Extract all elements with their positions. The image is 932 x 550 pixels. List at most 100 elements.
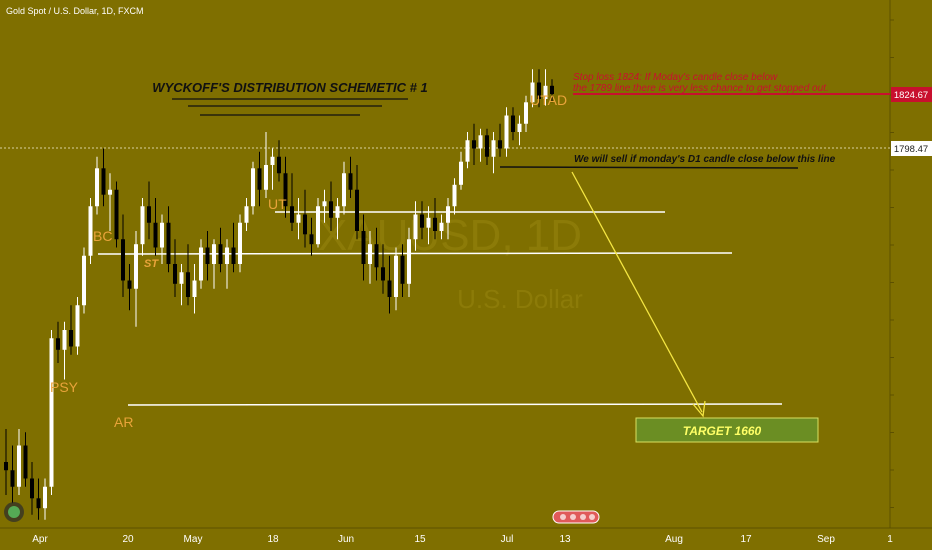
candle-body (478, 135, 483, 149)
candle-body (238, 222, 242, 264)
candle-body (296, 214, 301, 223)
label-utad: UTAD (530, 92, 567, 108)
time-tick-label: 17 (740, 534, 752, 545)
ar-support-line (127, 403, 783, 406)
target-box[interactable] (635, 417, 819, 443)
label-ar: AR (114, 414, 133, 430)
time-tick-label: Jun (338, 534, 354, 545)
candle-body (231, 247, 236, 264)
current-price-tag (891, 141, 932, 156)
symbol-title: Gold Spot / U.S. Dollar, 1D, FXCM (6, 6, 144, 16)
candle-body (368, 244, 372, 264)
candle-body (511, 115, 515, 132)
time-tick-label: Sep (817, 534, 835, 545)
candle-body (23, 445, 28, 479)
candle-body (10, 470, 15, 487)
candle-body (17, 445, 21, 487)
target-arrow-head (692, 400, 706, 418)
candle-body (101, 168, 106, 195)
candle-body (153, 222, 158, 248)
candle-body (465, 140, 470, 162)
candle-body (316, 206, 320, 245)
candle-body (199, 247, 203, 281)
candle-body (407, 239, 411, 284)
candle-body (472, 140, 476, 149)
candle-body (36, 498, 41, 509)
candle-body (498, 140, 502, 149)
label-bc: BC (93, 228, 112, 244)
time-tick-label: Jul (501, 534, 514, 545)
candle-body (264, 165, 268, 190)
candle-body (108, 189, 112, 195)
current-price-label: 1798.47 (894, 144, 928, 155)
candle-body (400, 255, 405, 284)
candle-body (426, 217, 431, 228)
label-st: ST (144, 258, 159, 270)
candle-body (329, 201, 333, 218)
candle-body (452, 184, 457, 207)
candle-body (140, 206, 145, 245)
candle-body (160, 222, 164, 248)
candle-body (212, 244, 216, 264)
candle-body (49, 338, 54, 487)
candle-body (530, 82, 535, 103)
candle-body (43, 486, 47, 509)
candle-body (192, 280, 197, 297)
candle-body (439, 222, 444, 231)
candle-body (186, 272, 190, 297)
candle-body (504, 115, 509, 149)
stop-price-tag (891, 87, 932, 102)
events-badge-icon[interactable] (552, 510, 600, 524)
candle-body (179, 272, 184, 284)
candle-body (309, 234, 314, 245)
candle-body (335, 206, 340, 218)
candle-body (218, 244, 223, 264)
candle-body (277, 156, 281, 174)
candle-body (537, 82, 541, 99)
time-tick-label: 15 (414, 534, 426, 545)
candle-body (485, 135, 489, 157)
candle-body (459, 161, 463, 185)
label-psy: PSY (50, 379, 79, 395)
time-tick-label: Aug (665, 534, 683, 545)
candle-body (205, 247, 210, 264)
candle-body (88, 206, 93, 256)
candle-body (257, 168, 262, 190)
candle-body (491, 140, 496, 157)
candle-body (56, 338, 60, 350)
stop-loss-note-line2: the 1789 line there is very less chance … (573, 83, 829, 94)
candle-body (95, 168, 99, 207)
candle-body (290, 206, 294, 223)
candle-body (420, 214, 424, 228)
candle-body (355, 189, 359, 231)
scheme-title: WYCKOFF'S DISTRIBUTION SCHEMETIC # 1 (152, 80, 427, 95)
candle-body (543, 85, 548, 99)
label-ut: UT (268, 196, 287, 212)
candle-body (134, 244, 138, 289)
candle-body (173, 264, 177, 284)
candle-body (348, 173, 353, 190)
candle-body (524, 102, 528, 124)
candle-body (270, 156, 275, 165)
candle-body (82, 255, 86, 306)
candle-body (446, 206, 450, 223)
time-tick-label: 20 (122, 534, 134, 545)
time-tick-label: Apr (32, 534, 48, 545)
tradingview-logo-icon (4, 502, 24, 522)
time-axis[interactable]: Apr 20 May 18 Jun 15 Jul 13 Aug 17 Sep 1 (32, 534, 893, 545)
target-label: TARGET 1660 (683, 424, 762, 438)
candles (4, 69, 554, 520)
target-arrow-line (571, 171, 703, 413)
candle-body (322, 201, 327, 207)
sell-trigger-line (499, 166, 799, 169)
bc-resistance-line (97, 252, 733, 255)
sell-note: We will sell if monday's D1 candle close… (574, 154, 836, 165)
time-tick-label: 18 (267, 534, 279, 545)
candle-body (251, 168, 255, 207)
stop-loss-note-line1: Stop loss 1824: If Moday's candle close … (573, 72, 778, 83)
stop-price-label: 1824.67 (894, 90, 928, 101)
candle-body (127, 280, 132, 289)
candle-body (303, 214, 307, 235)
